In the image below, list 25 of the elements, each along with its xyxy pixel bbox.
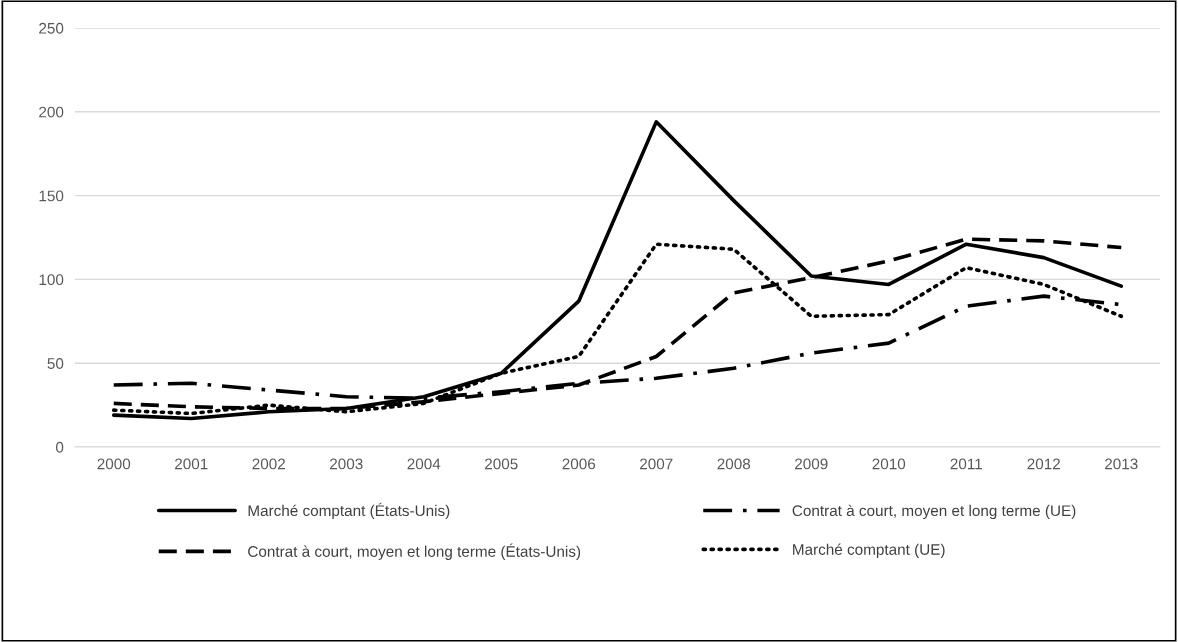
y-tick-label: 0 <box>55 441 64 453</box>
x-tick-label: 2009 <box>795 458 828 470</box>
y-tick-label: 100 <box>39 274 64 286</box>
legend-label: Contrat à court, moyen et long terme (États-Unis) <box>248 543 581 560</box>
legend-label: Marché comptant (États-Unis) <box>248 502 450 520</box>
x-tick-label: 2013 <box>1105 458 1138 470</box>
y-tick-label: 150 <box>39 190 64 202</box>
x-tick-label: 2004 <box>407 458 441 470</box>
x-tick-label: 2005 <box>485 458 518 470</box>
x-tick-label: 2003 <box>330 458 363 470</box>
line-series <box>111 120 1124 421</box>
x-tick-label: 2006 <box>562 458 596 470</box>
y-tick-label: 250 <box>39 22 64 34</box>
legend-label: Contrat à court, moyen et long terme (UE) <box>792 504 1076 520</box>
x-tick-label: 2012 <box>1027 458 1060 470</box>
x-tick-label: 2007 <box>640 458 673 470</box>
x-tick-label: 2002 <box>252 458 285 470</box>
x-tick-label: 2011 <box>950 458 982 470</box>
x-tick-label: 2010 <box>872 458 906 470</box>
y-tick-label: 200 <box>39 106 64 118</box>
x-tick-label: 2008 <box>717 458 751 470</box>
legend-label: Marché comptant (UE) <box>793 543 945 558</box>
x-tick-label: 2000 <box>97 458 131 470</box>
x-tick-label: 2001 <box>175 458 208 470</box>
y-tick-label: 50 <box>47 358 64 369</box>
